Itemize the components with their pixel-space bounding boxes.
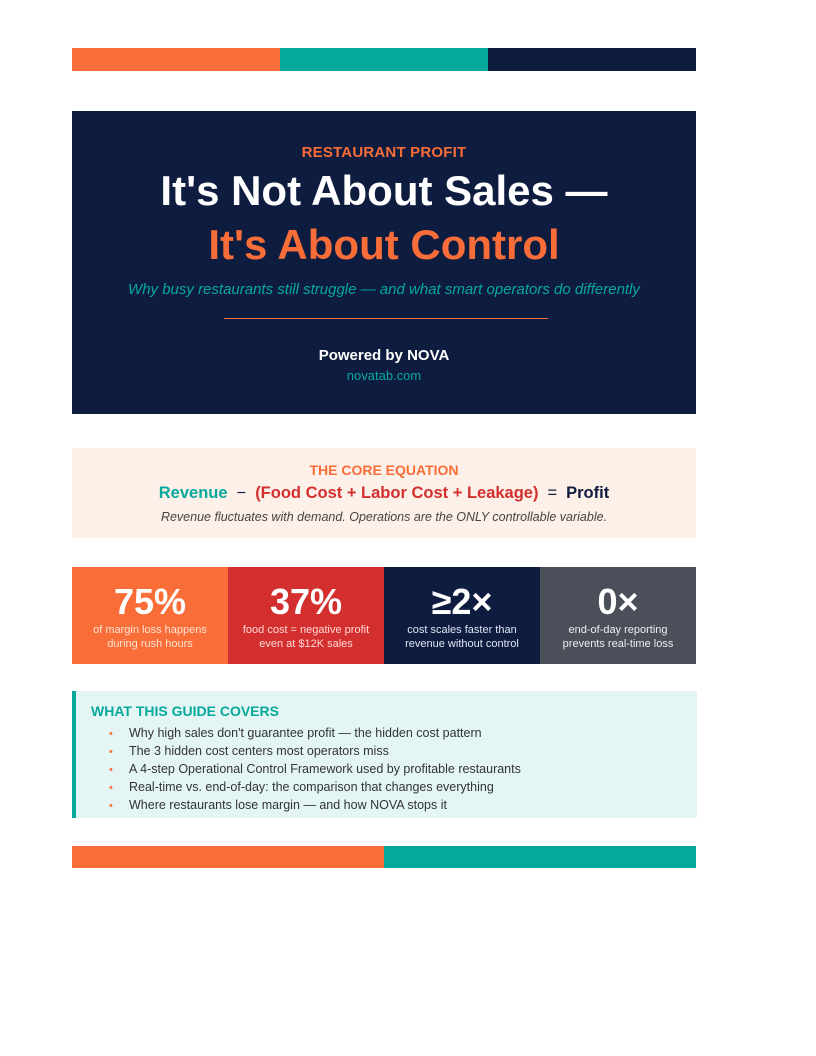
stat-desc-line1: of margin loss happens	[93, 624, 207, 636]
stat-card-reporting: 0× end-of-day reporting prevents real-ti…	[540, 567, 696, 664]
equation-label: THE CORE EQUATION	[309, 462, 459, 478]
stats-row: 75% of margin loss happens during rush h…	[72, 567, 696, 664]
stat-card-cost-scaling: ≥2× cost scales faster than revenue with…	[384, 567, 540, 664]
stat-desc-line2: even at $12K sales	[259, 637, 353, 650]
stat-desc-line2: during rush hours	[107, 637, 193, 650]
equation-note: Revenue fluctuates with demand. Operatio…	[160, 510, 608, 524]
stat-description: food cost = negative profit even at $12K…	[234, 624, 378, 651]
stat-desc-line1: cost scales faster than	[407, 624, 517, 636]
list-item: • Why high sales don't guarantee profit —…	[109, 725, 521, 743]
stat-value: 0×	[597, 581, 639, 622]
stripe-segment-teal	[280, 48, 488, 71]
stat-description: end-of-day reporting prevents real-time …	[546, 624, 690, 651]
stat-value: 75%	[113, 581, 187, 622]
stat-description: of margin loss happens during rush hours	[78, 624, 222, 651]
list-item-text: Why high sales don't guarantee profit — …	[129, 726, 482, 740]
powered-by-label: Powered by NOVA	[318, 347, 450, 364]
stripe-segment-orange	[72, 846, 384, 868]
equation-equals: =	[547, 484, 558, 502]
stat-description: cost scales faster than revenue without …	[390, 624, 534, 651]
stat-desc-line1: food cost = negative profit	[242, 624, 370, 636]
bullet-icon: •	[109, 800, 113, 812]
hero-banner: RESTAURANT PROFIT It's Not About Sales —…	[72, 111, 696, 414]
bottom-color-stripe	[72, 846, 696, 868]
stat-desc-line2: prevents real-time loss	[562, 637, 674, 650]
stat-card-margin-loss: 75% of margin loss happens during rush h…	[72, 567, 228, 664]
equation-profit: Profit	[566, 484, 610, 502]
equation-minus: −	[236, 484, 247, 502]
equation-formula: Revenue − (Food Cost + Labor Cost + Leakag…	[72, 484, 696, 503]
stat-value: ≥2×	[431, 581, 493, 622]
stripe-segment-teal	[384, 846, 696, 868]
guide-overview-panel: WHAT THIS GUIDE COVERS • Why high sales d…	[72, 691, 697, 818]
stat-card-food-cost: 37% food cost = negative profit even at …	[228, 567, 384, 664]
equation-revenue: Revenue	[158, 484, 228, 502]
bullet-icon: •	[109, 782, 113, 794]
guide-title: WHAT THIS GUIDE COVERS	[91, 703, 279, 719]
list-item-text: The 3 hidden cost centers most operators…	[129, 744, 389, 758]
list-item-text: Where restaurants lose margin — and how …	[129, 798, 447, 812]
list-item: • Where restaurants lose margin — and how…	[109, 797, 521, 815]
core-equation-panel: THE CORE EQUATION Revenue − (Food Cost + L…	[72, 448, 696, 538]
guide-topic-list: • Why high sales don't guarantee profit —…	[109, 725, 521, 815]
bullet-icon: •	[109, 746, 113, 758]
hero-subtitle: Why busy restaurants still struggle — an…	[128, 281, 640, 298]
hero-title-line2: It's About Control	[208, 221, 560, 268]
stat-desc-line1: end-of-day reporting	[568, 624, 668, 636]
hero-divider	[224, 318, 548, 319]
stat-value: 37%	[269, 581, 343, 622]
list-item: • A 4-step Operational Control Framework …	[109, 761, 521, 779]
hero-kicker: RESTAURANT PROFIT	[301, 144, 467, 161]
bullet-icon: •	[109, 764, 113, 776]
hero-title-line1: It's Not About Sales —	[160, 167, 608, 214]
list-item-text: Real-time vs. end-of-day: the comparison…	[129, 780, 494, 794]
website-link[interactable]: novatab.com	[346, 368, 422, 383]
stripe-segment-orange	[72, 48, 280, 71]
stat-desc-line2: revenue without control	[405, 637, 519, 650]
bullet-icon: •	[109, 728, 113, 740]
top-color-stripe	[72, 48, 696, 71]
list-item: • The 3 hidden cost centers most operator…	[109, 743, 521, 761]
stripe-segment-navy	[488, 48, 696, 71]
list-item: • Real-time vs. end-of-day: the compariso…	[109, 779, 521, 797]
equation-costs: (Food Cost + Labor Cost + Leakage)	[255, 484, 539, 502]
list-item-text: A 4-step Operational Control Framework u…	[129, 762, 521, 776]
